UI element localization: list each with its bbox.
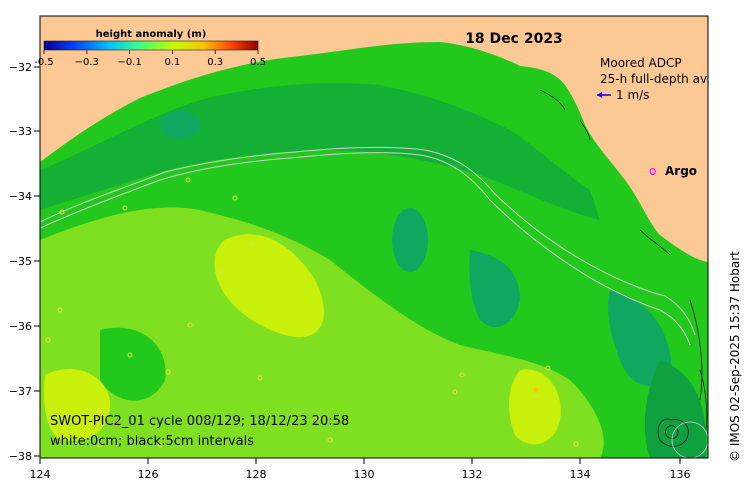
x-tick-label: 124 (30, 468, 51, 481)
caption-line2: white:0cm; black:5cm intervals (50, 434, 254, 449)
map-date: 18 Dec 2023 (465, 31, 563, 47)
credit-text: © IMOS 02-Sep-2025 15:37 Hobart (728, 251, 742, 462)
x-tick-label: 134 (570, 468, 591, 481)
arrow-head-icon (597, 92, 602, 98)
y-tick-label: −34 (9, 190, 32, 203)
argo-legend: o Argo (649, 164, 697, 178)
y-axis (34, 66, 40, 457)
argo-float-markers (45, 177, 579, 448)
colorbar-tick: 0.1 (164, 57, 180, 68)
y-tick-label: −36 (9, 320, 32, 333)
argo-marker-icon: o (649, 164, 656, 178)
colorbar-tick: -0.5 (34, 57, 54, 68)
adcp-subtitle: 25-h full-depth av. (600, 72, 710, 86)
colorbar-title: height anomaly (m) (96, 29, 207, 40)
colorbar-tick: 0.5 (250, 57, 266, 68)
contour-white (40, 152, 691, 346)
adcp-legend: Moored ADCP 25-h full-depth av. 1 m/s (597, 56, 710, 102)
colorbar: height anomaly (m) -0.5 −0.3 −0.1 0.1 0.… (34, 29, 266, 68)
y-tick-label: −38 (9, 450, 32, 463)
adcp-scale-label: 1 m/s (616, 88, 649, 102)
y-tick-label: −33 (9, 125, 32, 138)
y-tick-label: −32 (9, 61, 32, 74)
x-tick-label: 126 (138, 468, 159, 481)
argo-marker-highlight (533, 387, 539, 393)
caption-line1: SWOT-PIC2_01 cycle 008/129; 18/12/23 20:… (50, 414, 349, 429)
argo-label: Argo (665, 164, 697, 178)
x-axis (39, 458, 681, 464)
contour-white-2 (40, 146, 696, 336)
x-tick-label: 136 (670, 468, 691, 481)
colorbar-tick: −0.3 (75, 57, 99, 68)
y-tick-label: −35 (9, 255, 32, 268)
plot-frame (39, 15, 709, 459)
colorbar-gradient (43, 40, 259, 51)
x-tick-label: 130 (354, 468, 375, 481)
colorbar-tick: 0.3 (207, 57, 223, 68)
x-tick-label: 132 (462, 468, 483, 481)
y-tick-label: −37 (9, 385, 32, 398)
x-tick-label: 128 (246, 468, 267, 481)
plot-area (40, 16, 708, 458)
adcp-title: Moored ADCP (600, 56, 682, 70)
anomaly-patches (40, 83, 706, 458)
colorbar-tick: −0.1 (117, 57, 141, 68)
